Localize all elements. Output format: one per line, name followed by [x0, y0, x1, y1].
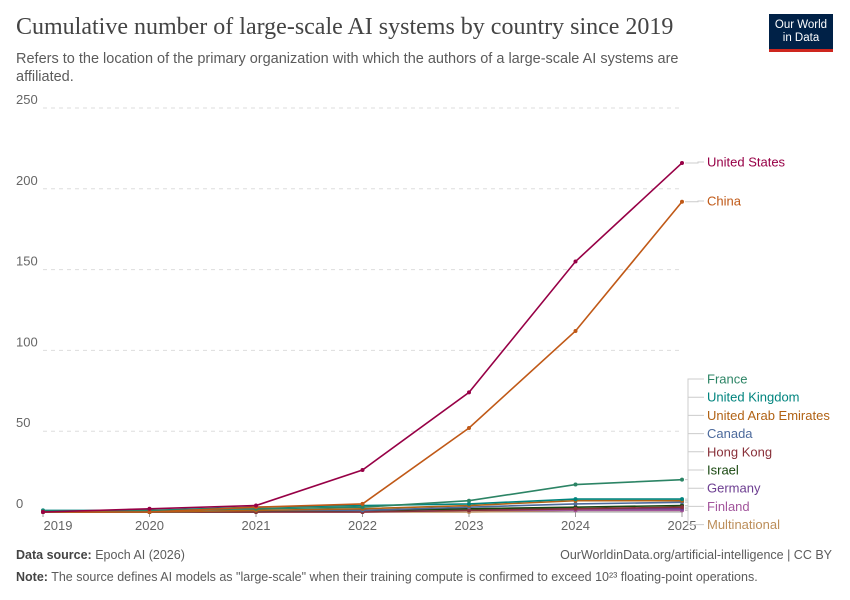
series-label: Israel	[707, 463, 739, 478]
y-tick-label: 50	[16, 415, 30, 430]
note: Note: The source defines AI models as "l…	[16, 570, 758, 584]
data-point	[680, 199, 684, 204]
note-label: Note:	[16, 570, 48, 584]
y-tick-label: 200	[16, 173, 38, 188]
data-point	[467, 390, 471, 395]
y-tick-label: 100	[16, 334, 38, 349]
series-label: France	[707, 372, 747, 387]
label-connector	[685, 200, 704, 203]
data-point	[360, 467, 365, 472]
data-point	[573, 482, 578, 487]
y-tick-label: 250	[16, 92, 38, 107]
y-tick-label: 0	[16, 496, 23, 511]
data-point	[360, 505, 365, 510]
x-tick-label: 2024	[561, 518, 590, 533]
series-label: United Kingdom	[707, 390, 800, 405]
x-tick-label: 2021	[242, 518, 271, 533]
series-label: Germany	[707, 481, 761, 496]
series-line-united-states	[42, 162, 683, 513]
data-point	[254, 503, 258, 508]
chart-title: Cumulative number of large-scale AI syst…	[16, 14, 674, 40]
series-label: Finland	[707, 499, 750, 514]
series-line-china	[43, 201, 683, 513]
x-tick-label: 2025	[668, 518, 697, 533]
data-point	[147, 506, 152, 511]
chart-subtitle: Refers to the location of the primary or…	[16, 51, 679, 85]
series-label: United States	[707, 155, 786, 170]
data-point	[573, 329, 578, 334]
label-connector	[685, 487, 704, 510]
data-point	[573, 497, 578, 502]
data-point	[467, 501, 471, 506]
series-label: Canada	[707, 426, 753, 441]
data-point	[573, 501, 578, 506]
data-point	[467, 498, 471, 503]
x-tick-label: 2023	[455, 518, 484, 533]
data-point	[573, 506, 578, 511]
data-source: Data source: Epoch AI (2026)	[16, 548, 185, 562]
data-point	[360, 501, 365, 506]
series-label: United Arab Emirates	[707, 408, 830, 423]
x-tick-label: 2022	[348, 518, 377, 533]
series-label: Multinational	[707, 517, 780, 532]
source-text[interactable]: Epoch AI (2026)	[95, 548, 185, 562]
data-point	[147, 510, 152, 514]
x-tick-label: 2019	[44, 518, 73, 533]
series-label: Hong Kong	[707, 444, 772, 459]
data-point	[467, 425, 471, 430]
data-point	[573, 259, 578, 264]
label-connector	[685, 505, 704, 511]
data-point	[680, 497, 684, 502]
note-text: The source defines AI models as "large-s…	[51, 570, 758, 584]
label-connector	[685, 161, 704, 164]
x-tick-label: 2020	[135, 518, 164, 533]
owid-logo[interactable]: Our World in Data	[769, 14, 833, 52]
data-point	[680, 160, 684, 165]
source-url[interactable]: OurWorldinData.org/artificial-intelligen…	[560, 548, 832, 562]
source-label: Data source:	[16, 548, 92, 562]
data-point	[467, 508, 471, 513]
label-connector	[685, 509, 704, 526]
data-point	[680, 505, 684, 510]
data-point	[41, 510, 45, 514]
y-tick-label: 150	[16, 254, 38, 269]
data-point	[680, 477, 684, 482]
series-label: China	[707, 194, 742, 209]
